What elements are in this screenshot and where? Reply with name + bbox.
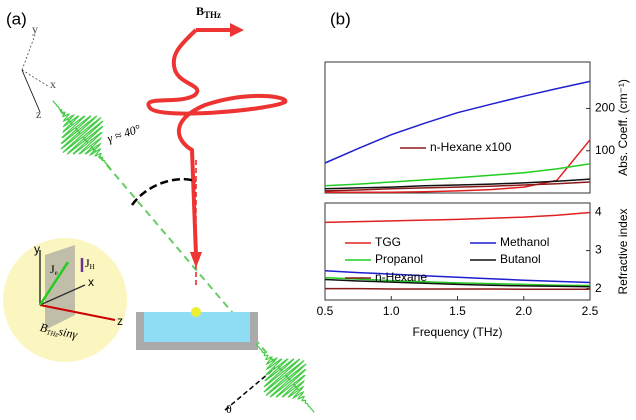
x-tick-label: 2.0 [515, 304, 532, 318]
y-tick-label: 3 [595, 243, 602, 257]
x-axis-label: Frequency (THz) [412, 325, 502, 339]
line [324, 276, 591, 287]
angle-label: γ ≈ 40° [105, 122, 142, 146]
thz-waveform [146, 28, 288, 256]
x-tick-label: 2.5 [582, 304, 599, 318]
tilt-line [224, 367, 276, 411]
axis-letter: z [36, 107, 41, 121]
legend-label: Butanol [500, 252, 541, 266]
axis-letter: x [88, 275, 94, 289]
projection-label: BTHzsinγ [39, 320, 79, 342]
inset-axes [38, 250, 116, 321]
angle-arc [130, 177, 197, 206]
panel-label: (b) [330, 9, 351, 28]
focus [191, 307, 201, 317]
axis-letter: y [32, 22, 38, 36]
x-tick-label: 0.5 [317, 304, 334, 318]
pulse [52, 100, 112, 170]
plot-frame [324, 61, 591, 194]
y-axis-label: Refractive index [616, 208, 630, 294]
field-label: BTHz [196, 4, 221, 20]
beam [59, 109, 301, 393]
legend-label: n-Hexane [375, 270, 427, 284]
pulse [255, 343, 315, 413]
line [324, 278, 591, 288]
line [325, 139, 591, 193]
axis-letter: y [34, 242, 40, 256]
y-tick-label: 2 [595, 281, 602, 295]
panel-label: (a) [6, 9, 27, 28]
x-tick-label: 1.0 [383, 304, 400, 318]
je-label: Je [50, 262, 58, 277]
y-axis-label: Abs. Coeff. (cm⁻¹) [616, 79, 630, 176]
y-tick-label: 100 [595, 143, 615, 157]
axis-letter: z [117, 314, 123, 328]
legend-label: TGG [375, 235, 401, 249]
line [324, 163, 591, 187]
axis-letter: x [50, 77, 56, 91]
line [324, 211, 591, 224]
legend-label: Methanol [500, 235, 549, 249]
legend-label: Propanol [375, 252, 423, 266]
line [324, 178, 591, 190]
line [324, 181, 591, 192]
x-tick-label: 1.5 [449, 304, 466, 318]
jh-label: JH [85, 256, 95, 271]
line [324, 269, 591, 284]
cuvette [136, 312, 258, 350]
plane [45, 245, 75, 330]
line [325, 287, 590, 291]
legend-label: n-Hexane x100 [430, 140, 512, 154]
line [324, 80, 591, 164]
y-tick-label: 200 [595, 101, 615, 115]
tilt-label: θ [226, 402, 232, 416]
frame-axes [21, 34, 49, 113]
liquid [144, 312, 250, 342]
arrowhead [190, 23, 244, 268]
y-tick-label: 4 [595, 205, 602, 219]
